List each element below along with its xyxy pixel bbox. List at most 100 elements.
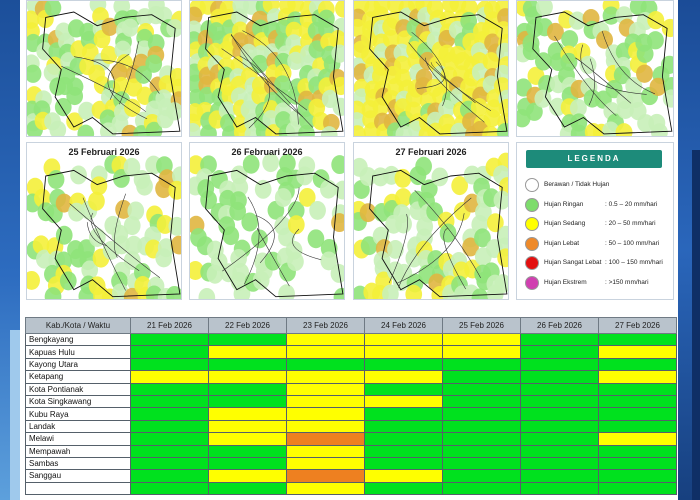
rain-cell — [286, 370, 365, 384]
region-name: Bengkayang — [25, 332, 131, 347]
legend-swatch — [525, 178, 539, 192]
legend-panel: LEGENDA Berawan / Tidak Hujan Hujan Ringa… — [516, 142, 674, 300]
rain-cell — [130, 444, 209, 458]
rain-map-svg — [27, 1, 181, 136]
legend-label: Hujan Sangat Lebat — [544, 259, 602, 266]
rain-cell — [208, 444, 287, 458]
rain-cell — [364, 332, 443, 347]
rain-cell — [130, 345, 209, 359]
rain-cell — [208, 456, 287, 471]
rain-cell — [364, 419, 443, 434]
rain-cell — [520, 432, 599, 446]
legend-label: Hujan Sedang — [544, 220, 586, 227]
legend-item: Hujan Sangat Lebat: 100 – 150 mm/hari — [525, 255, 673, 271]
rain-cell — [208, 357, 287, 372]
forecast-table-wrap: Kab./Kota / Waktu 21 Feb 2026 22 Feb 2026 2… — [25, 317, 677, 496]
rain-cell — [598, 419, 677, 434]
rain-cell — [208, 332, 287, 347]
rain-cell — [598, 407, 677, 421]
legend-item: Berawan / Tidak Hujan — [525, 177, 673, 193]
rain-cell — [286, 481, 365, 496]
forecast-map-7: 27 Februari 2026 — [353, 142, 509, 300]
rain-cell — [442, 456, 521, 471]
rain-cell — [364, 469, 443, 483]
rain-cell — [130, 332, 209, 347]
rain-cell — [442, 345, 521, 359]
legend-swatch — [525, 217, 539, 231]
rain-map-svg — [190, 153, 344, 299]
legend-range: : 100 – 150 mm/hari — [605, 259, 663, 266]
rain-cell — [520, 407, 599, 421]
region-name: Ketapang — [25, 370, 131, 384]
header-date: 21 Feb 2026 — [130, 317, 209, 334]
table-header-row: Kab./Kota / Waktu 21 Feb 2026 22 Feb 2026 2… — [25, 317, 677, 334]
forecast-map-6: 26 Februari 2026 — [189, 142, 345, 300]
rain-cell — [130, 469, 209, 483]
header-date: 24 Feb 2026 — [364, 317, 443, 334]
map-date-title: 25 Februari 2026 — [68, 147, 140, 157]
legend-swatch — [525, 256, 539, 270]
rain-cell — [130, 456, 209, 471]
table-row: Bengkayang — [25, 332, 677, 347]
rain-cell — [364, 382, 443, 396]
rain-map-svg — [517, 1, 673, 136]
legend-range: : 0.5 – 20 mm/hari — [605, 200, 658, 208]
table-row: Mempawah — [25, 444, 677, 458]
legend-range: : >150 mm/hari — [605, 278, 649, 286]
rain-cell — [598, 345, 677, 359]
rain-map-svg — [354, 1, 508, 136]
rain-cell — [286, 345, 365, 359]
legend-swatch — [525, 275, 539, 290]
rain-cell — [598, 456, 677, 471]
rain-cell — [598, 394, 677, 409]
rain-cell — [442, 332, 521, 347]
header-date: 25 Feb 2026 — [442, 317, 521, 334]
legend-item: Hujan Ekstrem: >150 mm/hari — [525, 275, 673, 291]
table-row: Kubu Raya — [25, 407, 677, 421]
legend-item: Hujan Sedang : 20 – 50 mm/hari — [525, 216, 673, 232]
legend-item: Hujan Ringan : 0.5 – 20 mm/hari — [525, 197, 673, 213]
rain-map-svg — [354, 152, 508, 299]
rain-cell — [598, 469, 677, 483]
map-date-title: 26 Februari 2026 — [231, 147, 303, 157]
rain-cell — [442, 394, 521, 409]
rain-cell — [208, 419, 287, 434]
rain-cell — [286, 382, 365, 396]
legend-label: Hujan Ringan — [544, 200, 584, 208]
legend-range: : 20 – 50 mm/hari — [605, 220, 656, 227]
rain-cell — [208, 407, 287, 421]
region-name: Kota Pontianak — [25, 382, 131, 396]
rain-cell — [442, 432, 521, 446]
rain-cell — [520, 357, 599, 372]
legend-swatch — [525, 236, 539, 251]
table-row: Kayong Utara — [25, 357, 677, 372]
rain-cell — [598, 357, 677, 372]
rain-cell — [208, 370, 287, 384]
rain-cell — [442, 370, 521, 384]
rain-cell — [208, 432, 287, 446]
rain-cell — [286, 444, 365, 458]
region-name: Mempawah — [25, 444, 131, 458]
legend-swatch — [525, 197, 539, 212]
legend-label: Hujan Lebat — [544, 239, 580, 247]
rain-cell — [208, 469, 287, 483]
rain-cell — [520, 469, 599, 483]
rain-cell — [598, 432, 677, 446]
rain-cell — [520, 481, 599, 496]
rain-cell — [442, 382, 521, 396]
rain-cell — [442, 407, 521, 421]
region-name: Melawi — [25, 432, 131, 446]
table-row: Sambas — [25, 456, 677, 471]
rain-cell — [364, 444, 443, 458]
forecast-map-3 — [353, 0, 509, 137]
rain-cell — [130, 370, 209, 384]
forecast-map-5: 25 Februari 2026 — [26, 142, 182, 300]
rain-cell — [364, 357, 443, 372]
rain-cell — [208, 481, 287, 496]
table-row: Kota Singkawang — [25, 394, 677, 409]
rain-cell — [442, 444, 521, 458]
rain-cell — [364, 370, 443, 384]
rain-cell — [286, 394, 365, 409]
rain-cell — [364, 345, 443, 359]
forecast-table: Kab./Kota / Waktu 21 Feb 2026 22 Feb 2026 2… — [25, 317, 677, 496]
